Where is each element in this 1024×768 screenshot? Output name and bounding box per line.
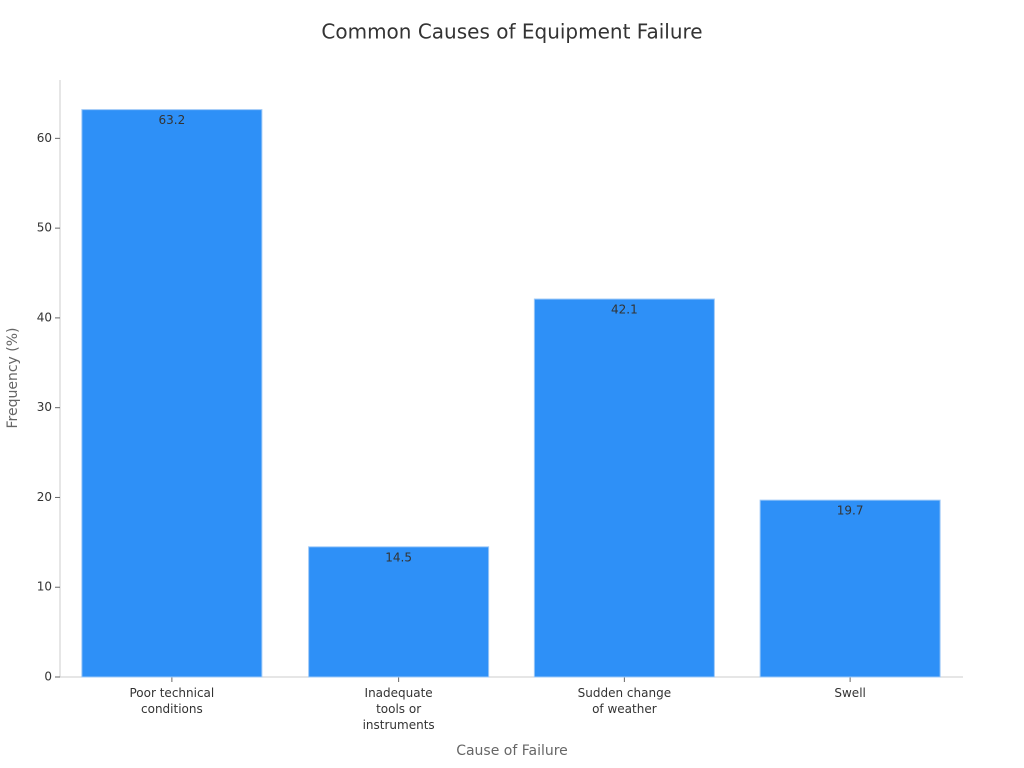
x-tick-label-box: Poor technical conditions	[129, 686, 215, 716]
bar	[759, 499, 941, 678]
y-axis-label: Frequency (%)	[5, 327, 21, 428]
y-tick-label: 50	[37, 221, 52, 235]
bar	[308, 546, 490, 678]
bar	[81, 109, 263, 678]
x-tick-label-box: Sudden change of weather	[577, 686, 672, 716]
x-tick-label: Inadequate tools or instruments	[362, 686, 435, 732]
x-tick-label-box: Inadequate tools or instruments	[362, 686, 435, 732]
y-tick-label: 60	[37, 131, 52, 145]
x-axis-label: Cause of Failure	[456, 743, 568, 759]
y-tick-label: 40	[37, 310, 52, 324]
x-tick-label-box: Swell	[834, 686, 866, 700]
x-tick-label: Poor technical conditions	[129, 686, 215, 716]
y-tick-label: 10	[37, 580, 52, 594]
y-tick-label: 0	[44, 670, 52, 684]
x-tick-label: Sudden change of weather	[577, 686, 672, 716]
chart-title: Common Causes of Equipment Failure	[321, 20, 702, 44]
y-tick-label: 30	[37, 400, 52, 414]
y-tick-label: 20	[37, 490, 52, 504]
value-label: 63.2	[159, 113, 186, 127]
x-tick-label: Swell	[834, 686, 866, 700]
value-label: 14.5	[385, 550, 412, 564]
bar	[533, 298, 715, 678]
value-label: 42.1	[611, 303, 638, 317]
value-label: 19.7	[837, 504, 864, 518]
